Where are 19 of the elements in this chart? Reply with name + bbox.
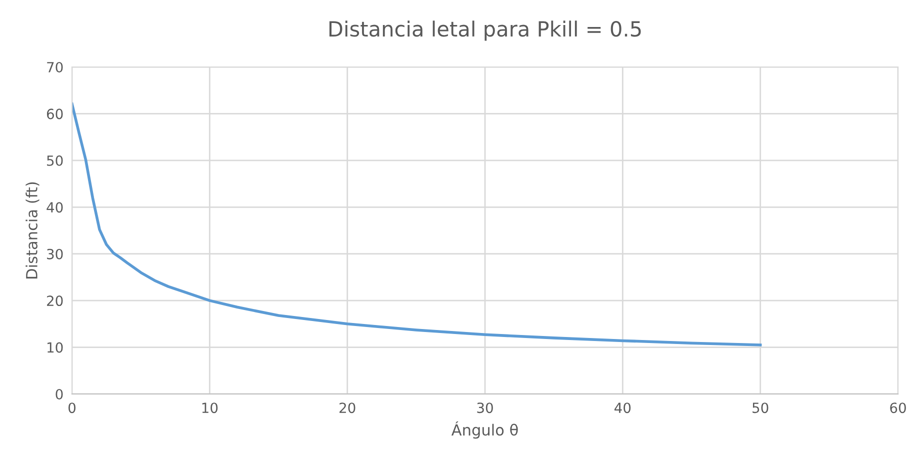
x-tick-label: 60 bbox=[890, 402, 906, 414]
y-tick-label: 60 bbox=[46, 108, 63, 120]
y-tick-label: 30 bbox=[47, 248, 63, 260]
y-axis-title: Distancia (ft) bbox=[26, 182, 40, 278]
chart-title: Distancia letal para Pkill = 0.5 bbox=[329, 20, 641, 41]
x-tick-label: 50 bbox=[752, 402, 768, 414]
y-tick-label: 10 bbox=[48, 342, 63, 353]
y-tick-label: 70 bbox=[47, 62, 63, 72]
x-tick-label: 0 bbox=[68, 402, 76, 414]
x-axis-title: Ángulo θ bbox=[451, 421, 518, 439]
y-tick-label: 20 bbox=[47, 296, 63, 306]
x-tick-label: 30 bbox=[477, 402, 493, 414]
y-tick-label: 0 bbox=[56, 388, 63, 400]
y-tick-label: 50 bbox=[47, 155, 63, 166]
x-tick-label: 20 bbox=[340, 402, 356, 414]
line-series bbox=[72, 102, 762, 346]
x-tick-label: 40 bbox=[614, 402, 631, 414]
y-tick-label: 40 bbox=[46, 202, 63, 213]
x-tick-label: 10 bbox=[202, 402, 218, 414]
